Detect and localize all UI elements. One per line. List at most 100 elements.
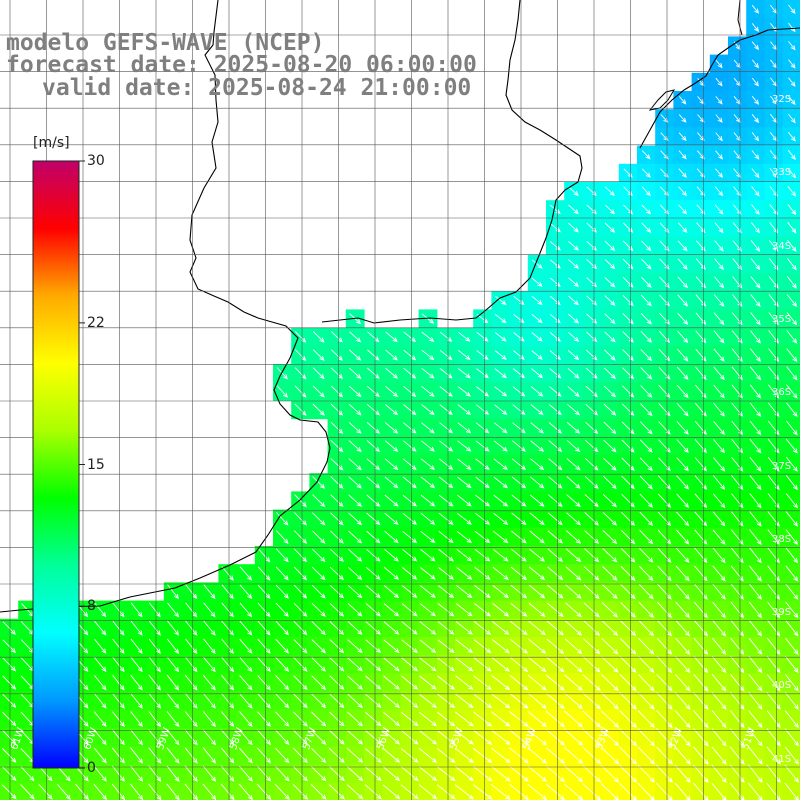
wind-arrow: [329, 584, 345, 599]
wind-arrow: [603, 457, 617, 471]
wind-arrow: [568, 204, 579, 215]
wind-arrow: [383, 603, 400, 617]
coastline-lagoon: [321, 0, 583, 324]
wind-arrow: [454, 747, 474, 764]
wind-arrow: [604, 313, 616, 325]
wind-arrow: [202, 729, 217, 746]
wind-arrow: [656, 674, 673, 692]
wind-arrow: [112, 620, 125, 636]
wind-arrow: [693, 637, 709, 655]
wind-arrow: [312, 349, 325, 361]
wind-arrow: [311, 657, 326, 672]
wind-arrow: [785, 656, 799, 674]
wind-arrow: [275, 566, 289, 581]
wind-arrow: [401, 711, 419, 727]
wind-arrow: [494, 404, 508, 415]
wind-arrow: [656, 619, 672, 637]
wind-arrow: [711, 656, 727, 674]
wind-arrow: [509, 765, 529, 782]
wind-arrow: [420, 476, 436, 489]
wind-arrow: [184, 765, 198, 783]
wind-arrow: [437, 675, 456, 690]
wind-arrow: [713, 439, 726, 454]
wind-arrow: [311, 566, 326, 581]
wind-arrow: [293, 584, 308, 599]
wind-arrow: [93, 747, 107, 764]
wind-arrow: [402, 512, 417, 525]
wind-arrow: [436, 729, 456, 745]
wind-arrow: [582, 674, 601, 692]
wind-arrow: [676, 366, 689, 380]
wind-arrow: [566, 458, 581, 471]
wind-arrow: [221, 675, 235, 691]
wind-arrow: [401, 639, 419, 654]
wind-arrow: [693, 746, 709, 765]
wind-arrow: [2, 675, 17, 690]
wind-arrow: [711, 692, 727, 710]
wind-arrow: [347, 621, 363, 635]
wind-arrow: [751, 150, 760, 160]
wind-arrow: [656, 764, 673, 783]
wind-arrow: [403, 385, 417, 397]
wind-arrow: [731, 348, 743, 362]
wind-arrow: [769, 222, 779, 234]
wind-arrow: [748, 746, 763, 765]
wind-arrow: [639, 565, 654, 582]
wind-arrow: [693, 674, 709, 692]
wind-arrow: [712, 511, 726, 527]
wind-arrow: [348, 530, 363, 544]
wind-arrow: [602, 548, 618, 563]
wind-arrow: [568, 313, 580, 324]
wind-arrow: [785, 547, 799, 564]
wind-arrow: [694, 547, 708, 564]
wind-arrow: [439, 386, 453, 397]
wind-arrow: [602, 493, 617, 508]
wind-arrow: [714, 186, 724, 197]
wind-arrow: [312, 331, 325, 343]
wind-arrow: [767, 619, 781, 637]
wind-arrow: [130, 656, 143, 673]
wind-arrow: [438, 585, 455, 599]
wind-arrow: [640, 312, 652, 325]
wind-arrow: [492, 566, 509, 580]
wind-arrow: [750, 294, 761, 307]
wind-arrow: [312, 367, 325, 380]
wind-arrow: [547, 566, 564, 581]
wind-arrow: [601, 656, 619, 673]
wind-arrow: [767, 420, 780, 436]
wind-arrow: [714, 204, 724, 215]
wind-arrow: [619, 782, 637, 800]
wind-arrow: [148, 693, 162, 709]
wind-arrow: [694, 529, 708, 545]
wind-arrow: [275, 693, 290, 709]
colorbar-fill: [32, 160, 80, 769]
wind-arrow: [347, 639, 363, 654]
wind-arrow: [693, 583, 708, 600]
wind-arrow: [439, 422, 454, 434]
wind-arrow: [436, 747, 456, 763]
wind-arrow: [512, 422, 526, 434]
wind-arrow: [347, 566, 363, 580]
wind-arrow: [600, 692, 619, 710]
wind-arrow: [310, 766, 327, 782]
wind-arrow: [293, 711, 308, 727]
wind-arrow: [311, 584, 326, 599]
wind-arrow: [731, 330, 743, 344]
wind-arrow: [112, 711, 125, 727]
wind-arrow: [311, 621, 326, 636]
wind-arrow: [148, 765, 162, 783]
wind-arrow: [715, 96, 723, 105]
wind-arrow: [493, 422, 508, 434]
wind-arrow: [638, 674, 655, 692]
wind-arrow: [111, 747, 125, 764]
wind-arrow: [457, 458, 472, 470]
wind-arrow: [403, 422, 417, 434]
wind-arrow: [622, 258, 634, 270]
wind-arrow: [2, 621, 16, 635]
wind-arrow: [420, 530, 436, 544]
wind-arrow: [346, 766, 364, 782]
wind-arrow: [148, 620, 161, 636]
wind-arrow: [584, 530, 600, 544]
wind-arrow: [638, 620, 655, 637]
wind-arrow: [697, 114, 705, 123]
